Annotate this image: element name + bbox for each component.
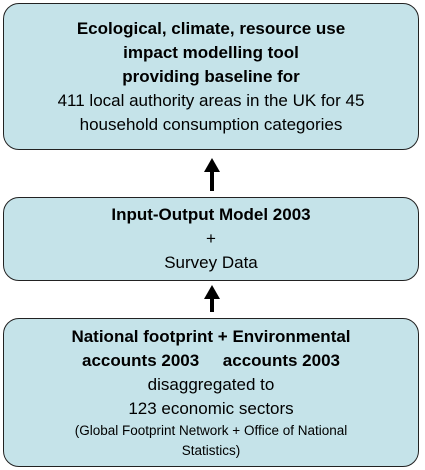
text-line: Survey Data: [164, 253, 258, 272]
heading-line: providing baseline for: [122, 66, 300, 86]
note-line: Statistics): [181, 442, 241, 458]
heading-line: impact modelling tool: [123, 42, 299, 62]
model-box: Input-Output Model 2003 + Survey Data: [3, 197, 419, 281]
note-line: (Global Footprint Network + Office of Na…: [74, 422, 348, 438]
text-line: 411 local authority areas in the UK for …: [57, 90, 365, 110]
text-line: household consumption categories: [79, 114, 343, 134]
heading-line: Input-Output Model 2003: [111, 205, 311, 224]
arrow-head: [204, 285, 220, 299]
text-line: +: [206, 229, 216, 248]
heading-line: National footprint + Environmental: [71, 326, 351, 346]
output-box: Ecological, climate, resource use impact …: [3, 3, 419, 150]
text-line: 123 economic sectors: [128, 398, 294, 418]
input-box: National footprint + Environmental accoun…: [3, 318, 419, 467]
heading-line: accounts 2003 accounts 2003: [82, 350, 340, 370]
arrow-head: [204, 158, 220, 172]
heading-line: Ecological, climate, resource use: [76, 18, 346, 38]
text-line: disaggregated to: [147, 374, 275, 394]
